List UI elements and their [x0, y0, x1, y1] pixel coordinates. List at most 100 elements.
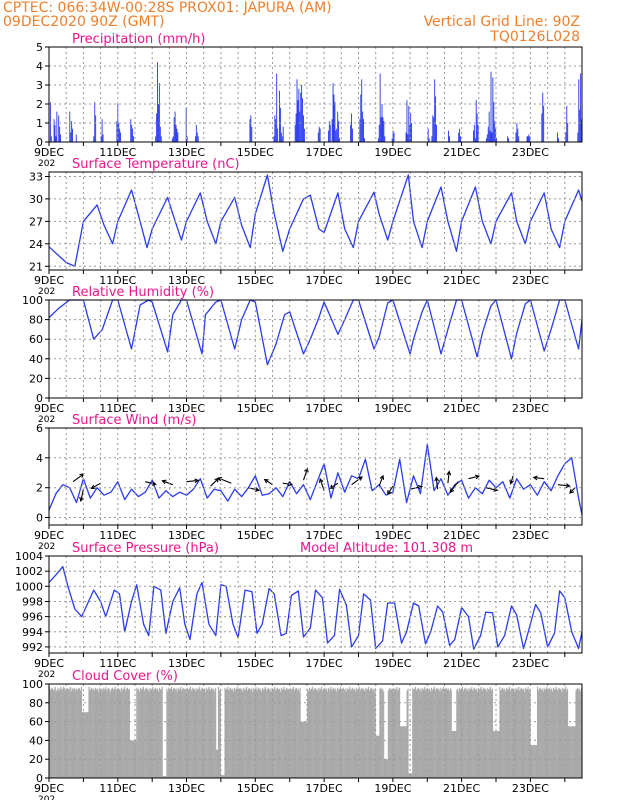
- bar-cloud: [68, 688, 70, 778]
- x-tick-label: 11DEC: [99, 402, 136, 415]
- bar-cloud: [77, 689, 79, 778]
- y-tick-label: 994: [22, 626, 43, 639]
- bar-cloud: [131, 740, 133, 778]
- bar-precip: [299, 111, 301, 142]
- bar-cloud: [494, 731, 496, 778]
- bar-cloud: [398, 688, 400, 778]
- wind-arrow-head: [565, 483, 571, 489]
- bar-cloud: [120, 691, 122, 778]
- bar-cloud: [564, 688, 566, 778]
- bar-cloud: [320, 688, 322, 778]
- bar-precip: [378, 124, 380, 142]
- bar-cloud: [553, 689, 555, 778]
- bar-cloud: [362, 689, 364, 778]
- bar-precip: [495, 128, 497, 142]
- bar-cloud: [216, 749, 218, 778]
- bar-cloud: [545, 688, 547, 778]
- bar-cloud: [293, 690, 296, 778]
- bar-precip: [332, 83, 334, 142]
- bar-precip: [485, 138, 487, 142]
- bar-precip: [580, 73, 582, 142]
- bar-precip: [116, 121, 118, 142]
- bar-cloud: [132, 740, 134, 778]
- bar-cloud: [442, 688, 444, 778]
- x-tick-label: 21DEC: [443, 274, 480, 287]
- bar-precip: [384, 136, 386, 142]
- bar-cloud: [447, 688, 449, 778]
- x-tick-label: 23DEC: [512, 402, 549, 415]
- bar-precip: [296, 79, 298, 142]
- bar-precip: [54, 124, 56, 142]
- bar-precip: [361, 79, 363, 142]
- bar-cloud: [321, 686, 323, 778]
- bar-cloud: [90, 688, 92, 778]
- bar-cloud: [380, 687, 382, 778]
- bar-cloud: [81, 712, 83, 778]
- bar-cloud: [508, 686, 510, 778]
- bar-precip: [427, 128, 429, 142]
- y-tick-label: 0: [36, 136, 43, 149]
- bar-cloud: [156, 688, 159, 778]
- bar-cloud: [394, 689, 396, 778]
- bar-cloud: [201, 688, 203, 778]
- wind-arrow: [449, 481, 459, 493]
- wind-arrow-head: [79, 496, 84, 503]
- bar-cloud: [407, 688, 409, 778]
- bar-cloud: [382, 688, 384, 778]
- bar-cloud: [223, 775, 225, 778]
- bar-cloud: [309, 689, 312, 778]
- bar-cloud: [301, 721, 303, 778]
- bar-cloud: [532, 745, 534, 778]
- bar-cloud: [192, 687, 194, 778]
- bar-cloud: [426, 688, 428, 778]
- wind-arrow: [264, 479, 273, 486]
- bar-cloud: [430, 687, 433, 778]
- bar-cloud: [566, 688, 569, 778]
- bar-cloud: [49, 689, 52, 778]
- bar-cloud: [462, 690, 464, 778]
- bar-precip: [120, 132, 122, 142]
- bar-cloud: [562, 687, 564, 778]
- bar-cloud: [528, 690, 530, 778]
- bar-cloud: [417, 687, 419, 778]
- bar-precip: [565, 132, 567, 142]
- bar-cloud: [567, 726, 570, 778]
- bar-cloud: [458, 691, 460, 778]
- bar-cloud: [179, 688, 181, 778]
- y-tick-label: 2: [36, 482, 43, 495]
- x-tick-label: 23DEC: [512, 782, 549, 795]
- bar-cloud: [150, 689, 152, 778]
- wind-arrow-head: [434, 476, 440, 482]
- bar-cloud: [531, 745, 533, 778]
- bar-precip: [435, 96, 437, 142]
- bar-precip: [195, 124, 197, 142]
- bar-cloud: [429, 691, 432, 778]
- bar-precip: [382, 117, 384, 142]
- bar-cloud: [530, 745, 532, 778]
- wind-arrow: [510, 475, 514, 484]
- y-tick-label: 1000: [15, 580, 43, 593]
- bar-cloud: [536, 745, 538, 778]
- y-tick-label: 27: [29, 215, 43, 228]
- bar-cloud: [253, 689, 255, 778]
- bar-cloud: [282, 688, 284, 778]
- bar-precip: [158, 83, 160, 142]
- bar-cloud: [385, 759, 388, 778]
- bar-cloud: [438, 688, 440, 778]
- bar-precip: [159, 126, 161, 142]
- y-tick-label: 24: [29, 238, 43, 251]
- bar-cloud: [360, 688, 362, 778]
- bar-cloud: [572, 726, 574, 778]
- x-tick-label: 9DEC: [34, 402, 64, 415]
- bar-cloud: [350, 690, 352, 778]
- bar-cloud: [364, 691, 366, 778]
- bar-cloud: [209, 690, 211, 778]
- bar-precip: [529, 136, 531, 142]
- bar-precip: [302, 98, 304, 142]
- bar-precip: [275, 119, 277, 142]
- x-tick-label: 21DEC: [443, 782, 480, 795]
- bar-cloud: [375, 735, 377, 778]
- bar-cloud: [389, 687, 391, 778]
- bar-cloud: [493, 731, 495, 778]
- bar-cloud: [189, 686, 191, 778]
